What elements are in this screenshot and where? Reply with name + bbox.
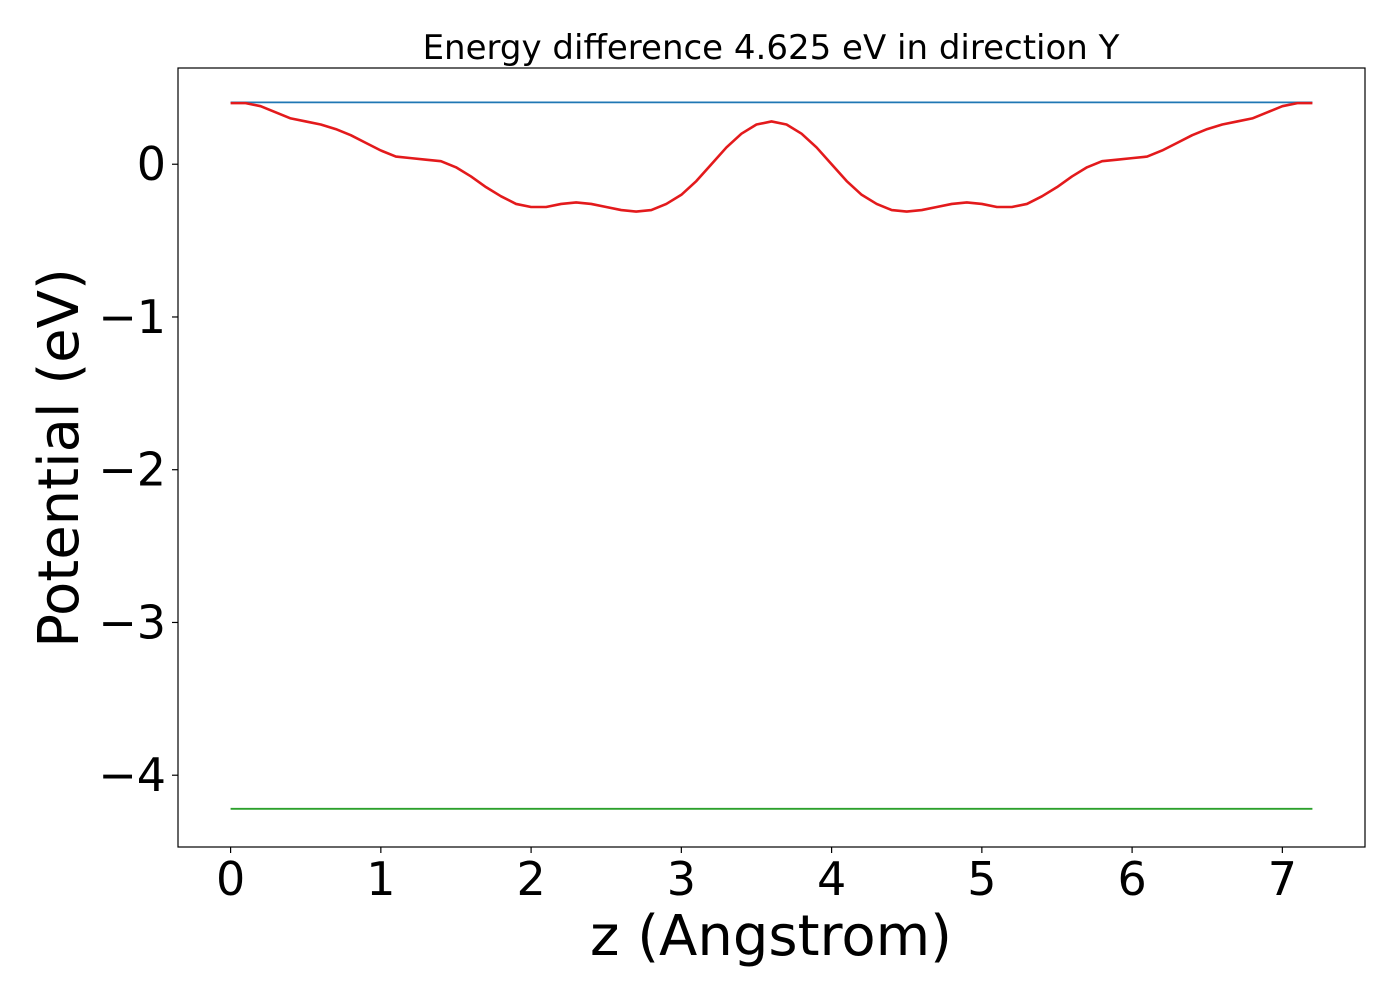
series-layer — [230, 101, 1313, 810]
chart-title: Energy difference 4.625 eV in direction … — [423, 28, 1120, 68]
series-line-3 — [230, 101, 1313, 213]
y-tick-label: −1 — [98, 290, 166, 344]
x-tick-label: 1 — [366, 852, 395, 906]
x-tick-label: 7 — [1268, 852, 1297, 906]
y-tick-label: −4 — [98, 748, 166, 802]
x-tick-label: 0 — [216, 852, 245, 906]
y-tick-label: −3 — [98, 595, 166, 649]
y-tick-label: −2 — [98, 443, 166, 497]
x-tick-label: 5 — [967, 852, 996, 906]
y-axis-label: Potential (eV) — [27, 268, 92, 648]
y-tick-label: 0 — [137, 137, 166, 191]
x-axis: 0 1 2 3 4 5 6 7 — [216, 847, 1297, 906]
x-tick-label: 3 — [667, 852, 696, 906]
y-axis: 0 −1 −2 −3 −4 — [98, 137, 178, 802]
x-axis-label: z (Angstrom) — [590, 904, 952, 969]
x-tick-label: 4 — [817, 852, 846, 906]
x-tick-label: 6 — [1117, 852, 1146, 906]
x-tick-label: 2 — [516, 852, 545, 906]
plot-frame — [177, 67, 1366, 848]
